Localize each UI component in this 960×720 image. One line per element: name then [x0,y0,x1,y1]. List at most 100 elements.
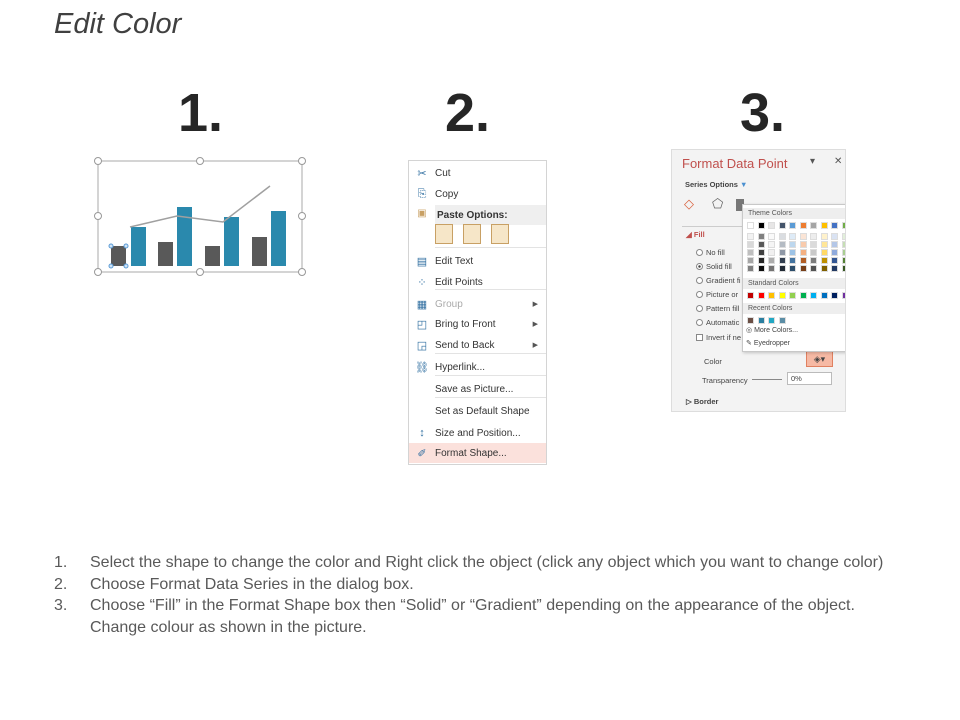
point-handle[interactable] [108,243,114,249]
theme-shade-swatch[interactable] [820,249,828,256]
standard-color-swatch[interactable] [768,292,775,299]
theme-shade-swatch[interactable] [831,257,838,264]
recent-color-swatch[interactable] [747,317,754,324]
standard-color-swatch[interactable] [778,292,786,299]
menu-item-cut[interactable]: ✂ Cut [409,163,546,183]
menu-item-paste-options[interactable]: Paste Options: [435,205,546,225]
theme-shade-swatch[interactable] [831,233,838,240]
theme-shade-swatch[interactable] [799,257,807,264]
theme-shade-swatch[interactable] [778,241,786,248]
resize-handle[interactable] [196,157,204,165]
color-picker-button[interactable]: ◈▾ [806,351,833,367]
fill-option-radio[interactable]: Automatic [696,318,739,327]
example-chart[interactable] [90,150,310,280]
series-options-dropdown[interactable]: Series Options ▼ [685,180,747,189]
chart-bar[interactable] [131,227,146,266]
theme-color-swatch[interactable] [810,222,817,229]
chart-bar[interactable] [177,207,192,266]
recent-color-swatch[interactable] [778,317,786,324]
standard-color-swatch[interactable] [799,292,807,299]
menu-item-hyperlink[interactable]: ⛓ Hyperlink... [409,357,546,377]
resize-handle[interactable] [298,157,306,165]
theme-shade-swatch[interactable] [747,265,754,272]
theme-shade-swatch[interactable] [841,249,845,256]
chart-bar[interactable] [111,246,126,266]
theme-shade-swatch[interactable] [768,265,775,272]
theme-color-swatch[interactable] [789,222,796,229]
standard-color-swatch[interactable] [841,292,845,299]
menu-item-format-shape[interactable]: ✐ Format Shape... [409,443,546,463]
theme-shade-swatch[interactable] [789,241,796,248]
resize-handle[interactable] [94,268,102,276]
theme-shade-swatch[interactable] [841,233,845,240]
theme-shade-swatch[interactable] [747,233,754,240]
paste-merge-icon[interactable] [463,224,481,244]
theme-shade-swatch[interactable] [789,233,796,240]
chart-bar[interactable] [205,246,220,266]
theme-shade-swatch[interactable] [768,241,775,248]
theme-shade-swatch[interactable] [778,233,786,240]
eyedropper-item[interactable]: ✎ Eyedropper [746,340,791,347]
theme-shade-swatch[interactable] [778,257,786,264]
theme-shade-swatch[interactable] [778,265,786,272]
theme-shade-swatch[interactable] [820,257,828,264]
theme-shade-swatch[interactable] [820,241,828,248]
chart-bar[interactable] [271,211,286,266]
theme-shade-swatch[interactable] [757,241,765,248]
theme-shade-swatch[interactable] [768,233,775,240]
menu-item-bring-to-front[interactable]: ◰ Bring to Front ▶ [409,314,546,334]
theme-color-swatch[interactable] [768,222,775,229]
paste-keep-formatting-icon[interactable] [435,224,453,244]
chart-bar[interactable] [252,237,267,266]
theme-color-swatch[interactable] [841,222,845,229]
point-handle[interactable] [123,263,129,269]
invert-checkbox[interactable]: Invert if ne [696,333,741,342]
theme-shade-swatch[interactable] [799,241,807,248]
menu-item-send-to-back[interactable]: ◲ Send to Back ▶ [409,335,546,355]
theme-color-swatch[interactable] [747,222,754,229]
chart-bar[interactable] [158,242,173,266]
menu-item-set-as-default-shape[interactable]: Set as Default Shape [409,401,546,421]
fill-option-radio[interactable]: No fill [696,248,725,257]
theme-shade-swatch[interactable] [810,257,817,264]
menu-item-copy[interactable]: ⎘ Copy [409,184,546,204]
fill-option-radio[interactable]: Solid fill [696,262,732,271]
theme-shade-swatch[interactable] [789,249,796,256]
fill-option-radio[interactable]: Pattern fill [696,304,739,313]
theme-shade-swatch[interactable] [831,241,838,248]
menu-item-save-as-picture[interactable]: Save as Picture... [409,379,546,399]
series-options-icon[interactable] [736,199,744,211]
theme-shade-swatch[interactable] [831,265,838,272]
theme-shade-swatch[interactable] [757,265,765,272]
menu-item-size-and-position[interactable]: ↕ Size and Position... [409,423,546,443]
menu-item-edit-points[interactable]: ⁘ Edit Points [409,272,546,292]
paste-picture-icon[interactable] [491,224,509,244]
theme-shade-swatch[interactable] [757,249,765,256]
theme-shade-swatch[interactable] [841,257,845,264]
theme-shade-swatch[interactable] [841,265,845,272]
theme-shade-swatch[interactable] [820,233,828,240]
theme-color-swatch[interactable] [757,222,765,229]
standard-color-swatch[interactable] [789,292,796,299]
effects-icon[interactable]: ⬠ [712,196,724,211]
resize-handle[interactable] [298,268,306,276]
fill-option-radio[interactable]: Picture or [696,290,738,299]
theme-color-swatch[interactable] [799,222,807,229]
theme-shade-swatch[interactable] [831,249,838,256]
theme-color-swatch[interactable] [778,222,786,229]
theme-shade-swatch[interactable] [789,257,796,264]
theme-shade-swatch[interactable] [768,249,775,256]
chart-bar[interactable] [224,217,239,266]
menu-item-edit-text[interactable]: ▤ Edit Text [409,251,546,271]
theme-shade-swatch[interactable] [810,265,817,272]
theme-shade-swatch[interactable] [747,241,754,248]
resize-handle[interactable] [94,157,102,165]
theme-color-swatch[interactable] [820,222,828,229]
theme-shade-swatch[interactable] [747,249,754,256]
resize-handle[interactable] [196,268,204,276]
standard-color-swatch[interactable] [820,292,828,299]
more-colors-item[interactable]: ◎ More Colors... [746,327,799,334]
theme-shade-swatch[interactable] [799,265,807,272]
standard-color-swatch[interactable] [831,292,838,299]
standard-color-swatch[interactable] [757,292,765,299]
